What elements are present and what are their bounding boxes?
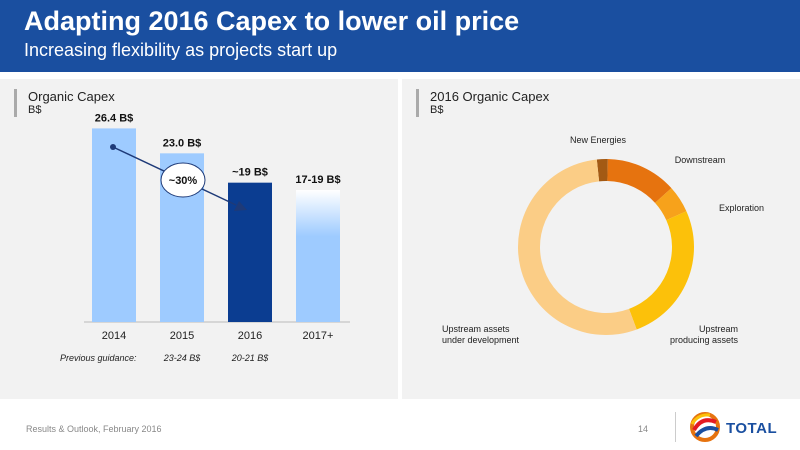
donut-slice-label: Downstream: [675, 155, 726, 165]
reduction-badge: [160, 162, 206, 198]
bar-2016: [228, 182, 272, 322]
reduction-arrow-head-icon: [234, 201, 247, 211]
x-tick-label: 2014: [102, 330, 126, 342]
capex-2016-panel: 2016 Organic Capex B$: [402, 79, 800, 399]
organic-capex-bar-chart: 26.4 B$ 2014 23.0 B$ 2015 ~19 B$ 2016 17-19 B$…: [60, 112, 350, 363]
page-number: 14: [638, 424, 649, 434]
capex-2016-unit: B$: [430, 104, 444, 116]
bar-value-label: 17-19 B$: [295, 174, 340, 186]
previous-guidance-label: Previous guidance:: [60, 353, 137, 363]
organic-capex-heading: Organic Capex B$: [14, 89, 115, 117]
donut-slice-label: Upstream producing assets: [670, 324, 739, 345]
donut-slice: [607, 159, 672, 203]
capex-2016-donut-chart: New Energies Downstream Exploration Upstrea…: [442, 135, 764, 345]
previous-guidance-value: 20-21 B$: [231, 353, 270, 363]
bar-value-label: 26.4 B$: [95, 112, 134, 124]
footer-divider: [675, 412, 676, 442]
x-tick-label: 2015: [170, 330, 194, 342]
reduction-badge-label: ~30%: [169, 175, 198, 187]
donut-slice-label: New Energies: [570, 135, 627, 145]
donut-slice-label: Exploration: [719, 203, 764, 213]
x-tick-label: 2017+: [303, 330, 334, 342]
previous-guidance-value: 23-24 B$: [163, 353, 202, 363]
donut-slice: [596, 159, 608, 182]
bar-value-label: ~19 B$: [232, 167, 268, 179]
footer-text: Results & Outlook, February 2016: [26, 424, 162, 434]
page-subtitle: Increasing flexibility as projects start…: [24, 40, 338, 60]
donut-slice-label: Upstream assets under development: [442, 324, 520, 345]
organic-capex-unit: B$: [28, 104, 42, 116]
x-tick-label: 2016: [238, 330, 262, 342]
donut-slice: [655, 188, 687, 221]
capex-2016-heading: 2016 Organic Capex B$: [416, 89, 549, 117]
total-logo-icon: [690, 412, 720, 442]
bar-2014: [92, 128, 136, 322]
capex-2016-title: 2016 Organic Capex: [430, 89, 550, 104]
page-title: Adapting 2016 Capex to lower oil price: [24, 6, 520, 36]
bar-value-label: 23.0 B$: [163, 137, 202, 149]
donut-slice: [629, 211, 694, 330]
organic-capex-title: Organic Capex: [28, 89, 115, 104]
bar-2017+: [296, 190, 340, 322]
donut-slice: [518, 159, 637, 335]
total-logo-text: TOTAL: [726, 420, 778, 437]
header-bar: Adapting 2016 Capex to lower oil price I…: [0, 0, 800, 72]
